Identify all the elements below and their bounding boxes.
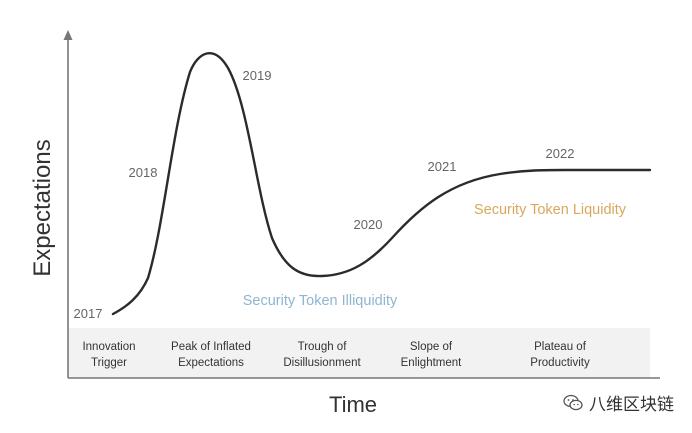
year-label-2022: 2022 — [546, 146, 575, 161]
watermark-text: 八维区块链 — [589, 395, 674, 414]
phase-innovation-trigger-line2: Trigger — [91, 357, 127, 369]
phase-plateau-line1: Plateau of — [534, 341, 587, 353]
x-axis-label: Time — [329, 392, 377, 417]
watermark: 八维区块链 — [563, 390, 674, 415]
y-axis-arrow-icon — [63, 30, 73, 40]
year-label-2018: 2018 — [129, 165, 158, 180]
phase-slope-line1: Slope of — [410, 341, 453, 353]
year-label-2021: 2021 — [428, 159, 457, 174]
year-label-2019: 2019 — [243, 68, 272, 83]
phase-plateau-line2: Productivity — [530, 357, 590, 369]
phase-peak-line1: Peak of Inflated — [171, 341, 251, 353]
phase-band — [68, 328, 650, 378]
hype-curve — [111, 52, 652, 316]
liquidity-annotation: Security Token Liquidity — [474, 202, 627, 218]
year-label-2020: 2020 — [354, 217, 383, 232]
year-label-2017: 2017 — [74, 306, 103, 321]
phase-peak-line2: Expectations — [178, 357, 244, 369]
y-axis-label: Expectations — [29, 139, 56, 276]
phase-innovation-trigger-line1: Innovation — [82, 341, 135, 353]
phase-slope-line2: Enlightment — [401, 357, 463, 369]
phase-labels: Innovation Trigger Peak of Inflated Expe… — [82, 341, 590, 369]
wechat-icon — [563, 394, 583, 412]
illiquidity-annotation: Security Token Illiquidity — [243, 293, 398, 309]
phase-trough-line2: Disillusionment — [283, 357, 361, 369]
phase-trough-line1: Trough of — [298, 341, 348, 353]
